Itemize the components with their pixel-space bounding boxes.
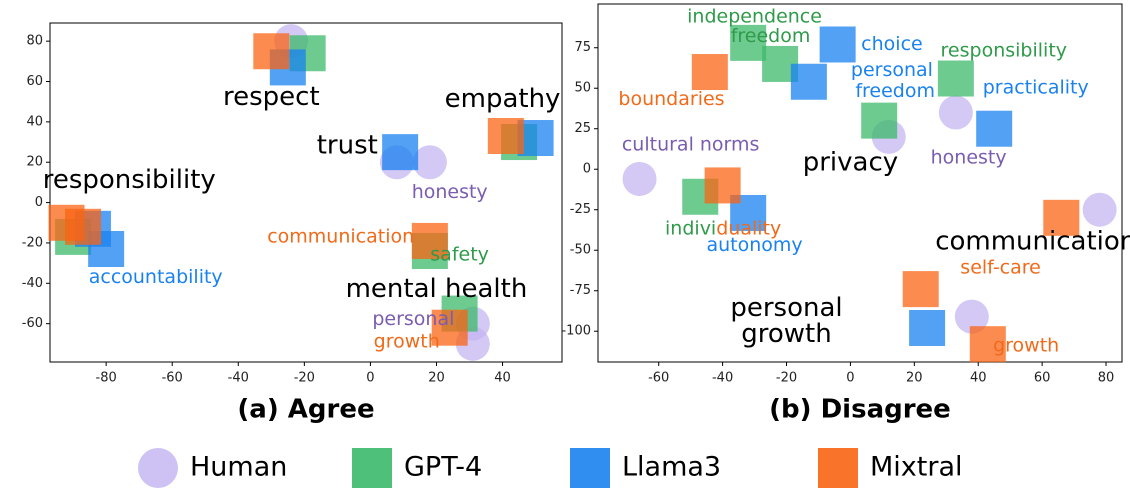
x-tick-label: 40 bbox=[970, 371, 987, 386]
legend-marker bbox=[352, 448, 392, 488]
point bbox=[704, 167, 741, 204]
y-tick-label: -100 bbox=[561, 324, 591, 339]
x-tick-label: -80 bbox=[96, 371, 117, 386]
y-tick-label: -60 bbox=[22, 316, 43, 331]
point bbox=[1043, 199, 1080, 236]
subtitle: (b) Disagree bbox=[769, 395, 951, 425]
annotation: honesty bbox=[412, 181, 488, 203]
legend-marker bbox=[138, 448, 178, 488]
annotation: growth bbox=[993, 334, 1059, 356]
annotation: communication bbox=[935, 227, 1130, 257]
y-tick-label: 25 bbox=[574, 121, 591, 136]
legend-label: Llama3 bbox=[622, 452, 721, 483]
annotation: practicality bbox=[983, 77, 1089, 99]
x-tick-label: -60 bbox=[162, 371, 183, 386]
legend-marker bbox=[570, 448, 610, 488]
annotation: indivi bbox=[665, 218, 716, 240]
point bbox=[976, 110, 1013, 147]
y-tick-label: -50 bbox=[570, 243, 591, 258]
x-tick-label: 80 bbox=[1098, 371, 1115, 386]
x-tick-label: -20 bbox=[294, 371, 315, 386]
point bbox=[65, 208, 102, 245]
y-tick-label: -20 bbox=[22, 235, 43, 250]
annotation: self-care bbox=[960, 257, 1041, 279]
legend-label: Human bbox=[190, 452, 287, 483]
annotation: boundaries bbox=[618, 88, 724, 110]
x-tick-label: 0 bbox=[846, 371, 854, 386]
point bbox=[937, 60, 974, 97]
point bbox=[790, 63, 827, 100]
point bbox=[253, 33, 290, 70]
point bbox=[622, 161, 657, 196]
y-tick-label: -40 bbox=[22, 276, 43, 291]
y-tick-label: 20 bbox=[26, 155, 43, 170]
plot-frame bbox=[597, 3, 1123, 363]
x-tick-label: 20 bbox=[428, 371, 445, 386]
annotation: respect bbox=[223, 82, 320, 112]
annotation: independence bbox=[687, 5, 822, 27]
subtitle: (a) Agree bbox=[237, 395, 374, 425]
x-tick-label: 20 bbox=[906, 371, 923, 386]
x-tick-label: -40 bbox=[228, 371, 249, 386]
x-tick-label: -40 bbox=[712, 371, 733, 386]
annotation: honesty bbox=[931, 146, 1007, 168]
annotation: personal bbox=[372, 308, 454, 330]
point bbox=[969, 326, 1006, 363]
annotation: choice bbox=[861, 33, 923, 55]
y-tick-label: 0 bbox=[35, 195, 43, 210]
y-tick-label: 60 bbox=[26, 74, 43, 89]
point bbox=[431, 309, 468, 346]
legend-marker bbox=[818, 448, 858, 488]
point bbox=[691, 54, 728, 91]
y-tick-label: 50 bbox=[574, 81, 591, 96]
y-tick-label: 0 bbox=[583, 162, 591, 177]
point bbox=[411, 222, 448, 259]
point bbox=[730, 24, 767, 61]
annotation: trust bbox=[317, 131, 378, 161]
point bbox=[954, 299, 989, 334]
point bbox=[412, 145, 447, 180]
point bbox=[487, 118, 524, 154]
y-tick-label: 40 bbox=[26, 114, 43, 129]
x-tick-label: 0 bbox=[366, 371, 374, 386]
x-tick-label: 60 bbox=[1034, 371, 1051, 386]
annotation: accountability bbox=[89, 266, 223, 288]
annotation: duality bbox=[716, 218, 781, 240]
annotation: freedom bbox=[855, 80, 935, 102]
annotation: growth bbox=[741, 319, 831, 349]
annotation: growth bbox=[374, 330, 440, 352]
y-tick-label: 80 bbox=[26, 34, 43, 49]
annotation: personal bbox=[730, 293, 842, 323]
point bbox=[819, 26, 856, 63]
annotation: cultural norms bbox=[622, 133, 760, 155]
point bbox=[902, 271, 939, 308]
legend-label: Mixtral bbox=[870, 452, 963, 483]
point bbox=[909, 309, 946, 346]
y-tick-label: 75 bbox=[574, 40, 591, 55]
point bbox=[382, 134, 419, 171]
point bbox=[861, 102, 898, 139]
y-tick-label: -25 bbox=[570, 202, 591, 217]
annotation: empathy bbox=[445, 84, 561, 114]
x-tick-label: -20 bbox=[776, 371, 797, 386]
x-tick-label: 40 bbox=[494, 371, 511, 386]
annotation: safety bbox=[430, 244, 489, 266]
annotation: communication bbox=[267, 225, 414, 247]
point bbox=[938, 95, 973, 130]
annotation: autonomy bbox=[706, 234, 802, 256]
annotation: personal bbox=[851, 59, 933, 81]
annotation: mental health bbox=[346, 274, 528, 304]
point bbox=[1082, 192, 1117, 227]
annotation: freedom bbox=[731, 25, 811, 47]
legend-label: GPT-4 bbox=[404, 452, 482, 483]
plot-frame bbox=[49, 22, 563, 363]
x-tick-label: -60 bbox=[648, 371, 669, 386]
y-tick-label: -75 bbox=[570, 283, 591, 298]
annotation: responsibility bbox=[43, 165, 216, 195]
annotation: privacy bbox=[803, 147, 898, 177]
annotation: responsibility bbox=[941, 39, 1067, 61]
